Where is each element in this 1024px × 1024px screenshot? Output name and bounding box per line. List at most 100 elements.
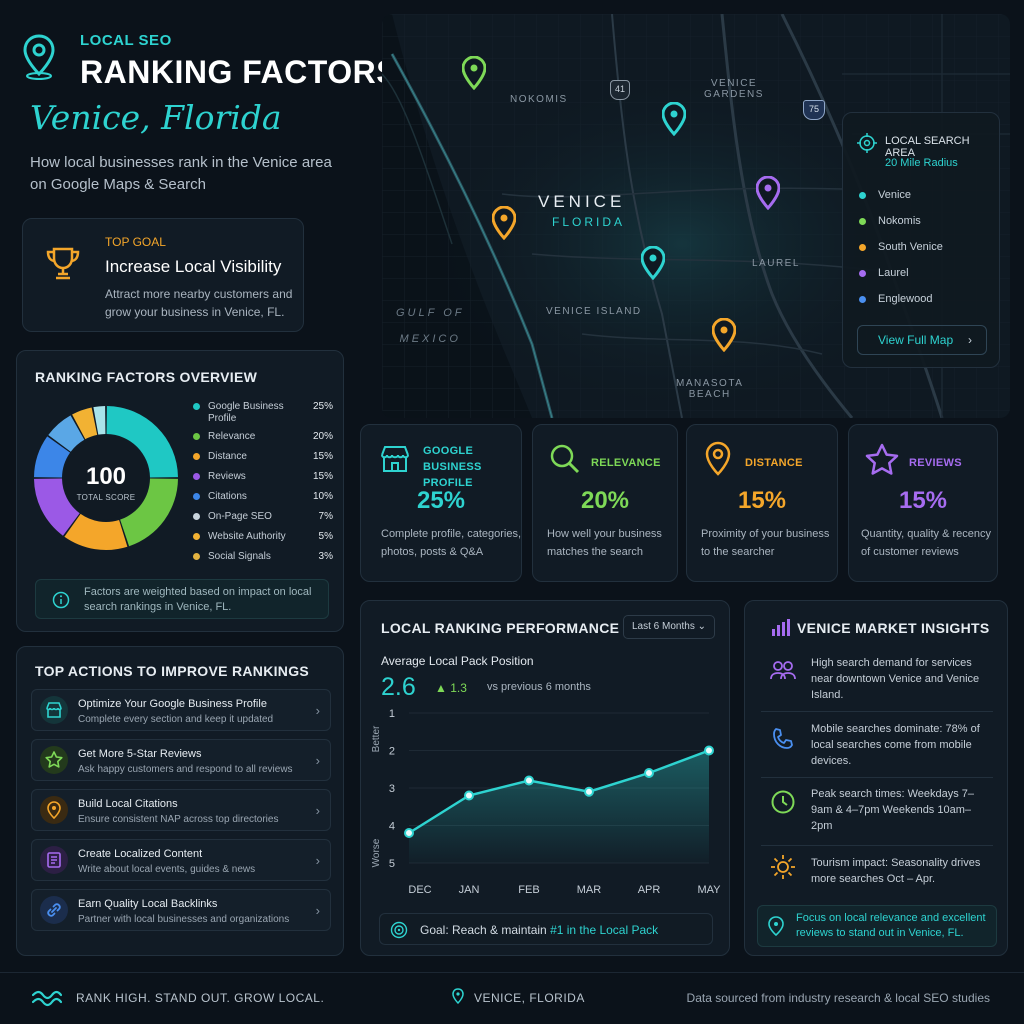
action-title: Build Local Citations (78, 798, 178, 810)
area-dot (859, 269, 866, 277)
performance-title: LOCAL RANKING PERFORMANCE (381, 620, 620, 636)
action-subtitle: Write about local events, guides & news (78, 864, 256, 875)
data-point[interactable] (404, 828, 414, 838)
ranking-performance-panel: LOCAL RANKING PERFORMANCE Last 6 Months … (360, 600, 730, 956)
arrow-up-icon: ▲ (435, 681, 447, 695)
y-tick-label: 2 (389, 746, 395, 758)
link-icon (40, 896, 68, 924)
ranking-donut-chart (34, 406, 178, 550)
chevron-right-icon: › (315, 853, 320, 868)
legend-item: On-Page SEO 7% (193, 511, 333, 531)
map-pin-venice-gardens-icon[interactable] (661, 101, 687, 141)
legend-dot (193, 433, 200, 440)
goal-description: Attract more nearby customers and grow y… (105, 287, 293, 319)
x-tick-label: FEB (518, 884, 539, 896)
insights-note: Focus on local relevance and excellent r… (757, 905, 997, 947)
metric-delta-label: vs previous 6 months (487, 681, 591, 693)
data-point[interactable] (584, 786, 594, 797)
factor-card-desc: How well your business matches the searc… (547, 528, 662, 558)
area-dot (859, 243, 866, 251)
factor-card-desc: Complete profile, categories, photos, po… (381, 528, 522, 558)
divider (761, 777, 993, 778)
factor-card-desc: Proximity of your business to the search… (701, 528, 830, 558)
divider (761, 845, 993, 846)
map-label-florida: FLORIDA (552, 215, 626, 229)
legend-item: Distance 15% (193, 451, 333, 471)
legend-dot (193, 513, 200, 520)
performance-line-chart: 1 2 3 4 5 Better Worse DEC JAN FEB MAR APR MAY (371, 708, 721, 896)
map-pin-englewood-icon[interactable] (711, 317, 737, 357)
info-icon (52, 591, 70, 614)
sun-icon (769, 853, 797, 886)
series-line (408, 749, 710, 835)
donut-total: 100 (85, 463, 127, 490)
data-point[interactable] (464, 790, 474, 801)
trophy-icon (43, 243, 83, 288)
data-point[interactable] (704, 745, 714, 756)
area-dot (859, 295, 866, 303)
ranking-factors-overview: RANKING FACTORS OVERVIEW 100 TOTAL SCORE… (16, 350, 344, 632)
legend-item: Relevance 20% (193, 431, 333, 451)
chevron-right-icon: › (315, 903, 320, 918)
y-tick-label: 4 (389, 821, 395, 833)
action-subtitle: Ask happy customers and respond to all r… (78, 764, 293, 775)
legend-item: Website Authority 5% (193, 531, 333, 551)
factor-card-title: REVIEWS (909, 457, 962, 469)
star-icon (40, 746, 68, 774)
legend-dot (193, 493, 200, 500)
footer-tagline: RANK HIGH. STAND OUT. GROW LOCAL. (76, 991, 325, 1005)
action-subtitle: Complete every section and keep it updat… (78, 714, 274, 725)
action-item-optimize-gbp[interactable]: Optimize Your Google Business Profile Co… (31, 689, 331, 731)
insights-title: VENICE MARKET INSIGHTS (797, 620, 990, 636)
local-search-area-card: LOCAL SEARCH AREA 20 Mile Radius Venice … (842, 112, 1000, 368)
area-item-laurel: Laurel (859, 267, 909, 279)
donut-slice-5 (48, 415, 85, 452)
action-item-content[interactable]: Create Localized Content Write about loc… (31, 839, 331, 881)
x-tick-label: MAY (697, 884, 721, 896)
legend-item: Google Business Profile 25% (193, 401, 333, 431)
insight-text: Peak search times: Weekdays 7–9am & 4–7p… (811, 788, 975, 832)
factor-card-gbp[interactable]: GOOGLE BUSINESS PROFILE 25% Complete pro… (360, 424, 522, 582)
top-actions-panel: TOP ACTIONS TO IMPROVE RANKINGS Optimize… (16, 646, 344, 956)
data-point[interactable] (644, 768, 654, 778)
donut-slice-6 (72, 407, 98, 440)
header-kicker: LOCAL SEO (80, 32, 172, 49)
insight-text: Tourism impact: Seasonality drives more … (811, 857, 981, 885)
people-icon (769, 659, 797, 688)
footer-city: VENICE, FLORIDA (474, 991, 585, 1005)
venice-map[interactable]: NOKOMIS VENICE GARDENS VENICE FLORIDA LA… (382, 14, 1010, 418)
factor-card-distance[interactable]: DISTANCE 15% Proximity of your business … (686, 424, 838, 582)
map-pin-venice-icon[interactable] (640, 245, 666, 285)
action-item-reviews[interactable]: Get More 5-Star Reviews Ask happy custom… (31, 739, 331, 781)
data-point[interactable] (524, 775, 534, 786)
legend-dot (193, 453, 200, 460)
donut-slice-2 (64, 513, 128, 550)
map-pin-laurel-icon[interactable] (755, 175, 781, 215)
action-subtitle: Ensure consistent NAP across top directo… (78, 814, 279, 825)
x-tick-label: MAR (577, 884, 602, 896)
map-pin-nokomis-icon[interactable] (461, 55, 487, 95)
action-title: Earn Quality Local Backlinks (78, 898, 218, 910)
donut-slice-3 (34, 478, 80, 536)
view-full-map-button[interactable]: View Full Map › (857, 325, 987, 355)
top-goal-card: TOP GOAL Increase Local Visibility Attra… (22, 218, 304, 332)
action-title: Optimize Your Google Business Profile (78, 698, 267, 710)
time-range-select[interactable]: Last 6 Months ⌄ (623, 615, 715, 639)
area-item-nokomis: Nokomis (859, 215, 921, 227)
area-item-south-venice: South Venice (859, 241, 943, 253)
map-pin-south-venice-icon[interactable] (491, 205, 517, 245)
donut-slice-1 (120, 478, 178, 547)
factor-card-reviews[interactable]: REVIEWS 15% Quantity, quality & recency … (848, 424, 998, 582)
legend-item: Citations 10% (193, 491, 333, 511)
map-label-venice-island: VENICE ISLAND (546, 306, 642, 317)
factor-card-relevance[interactable]: RELEVANCE 20% How well your business mat… (532, 424, 678, 582)
action-item-backlinks[interactable]: Earn Quality Local Backlinks Partner wit… (31, 889, 331, 931)
legend-dot (193, 553, 200, 560)
market-insights-panel: VENICE MARKET INSIGHTS High search deman… (744, 600, 1008, 956)
area-dot (859, 191, 866, 199)
factor-card-desc: Quantity, quality & recency of customer … (861, 528, 992, 558)
overview-title: RANKING FACTORS OVERVIEW (35, 369, 258, 385)
y-tick-label: 1 (389, 708, 395, 720)
action-item-citations[interactable]: Build Local Citations Ensure consistent … (31, 789, 331, 831)
location-pin-icon (22, 34, 56, 85)
